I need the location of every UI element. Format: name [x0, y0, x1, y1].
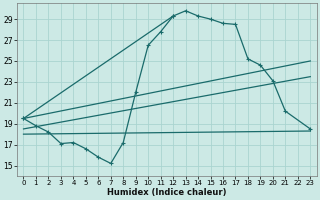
X-axis label: Humidex (Indice chaleur): Humidex (Indice chaleur) [107, 188, 227, 197]
